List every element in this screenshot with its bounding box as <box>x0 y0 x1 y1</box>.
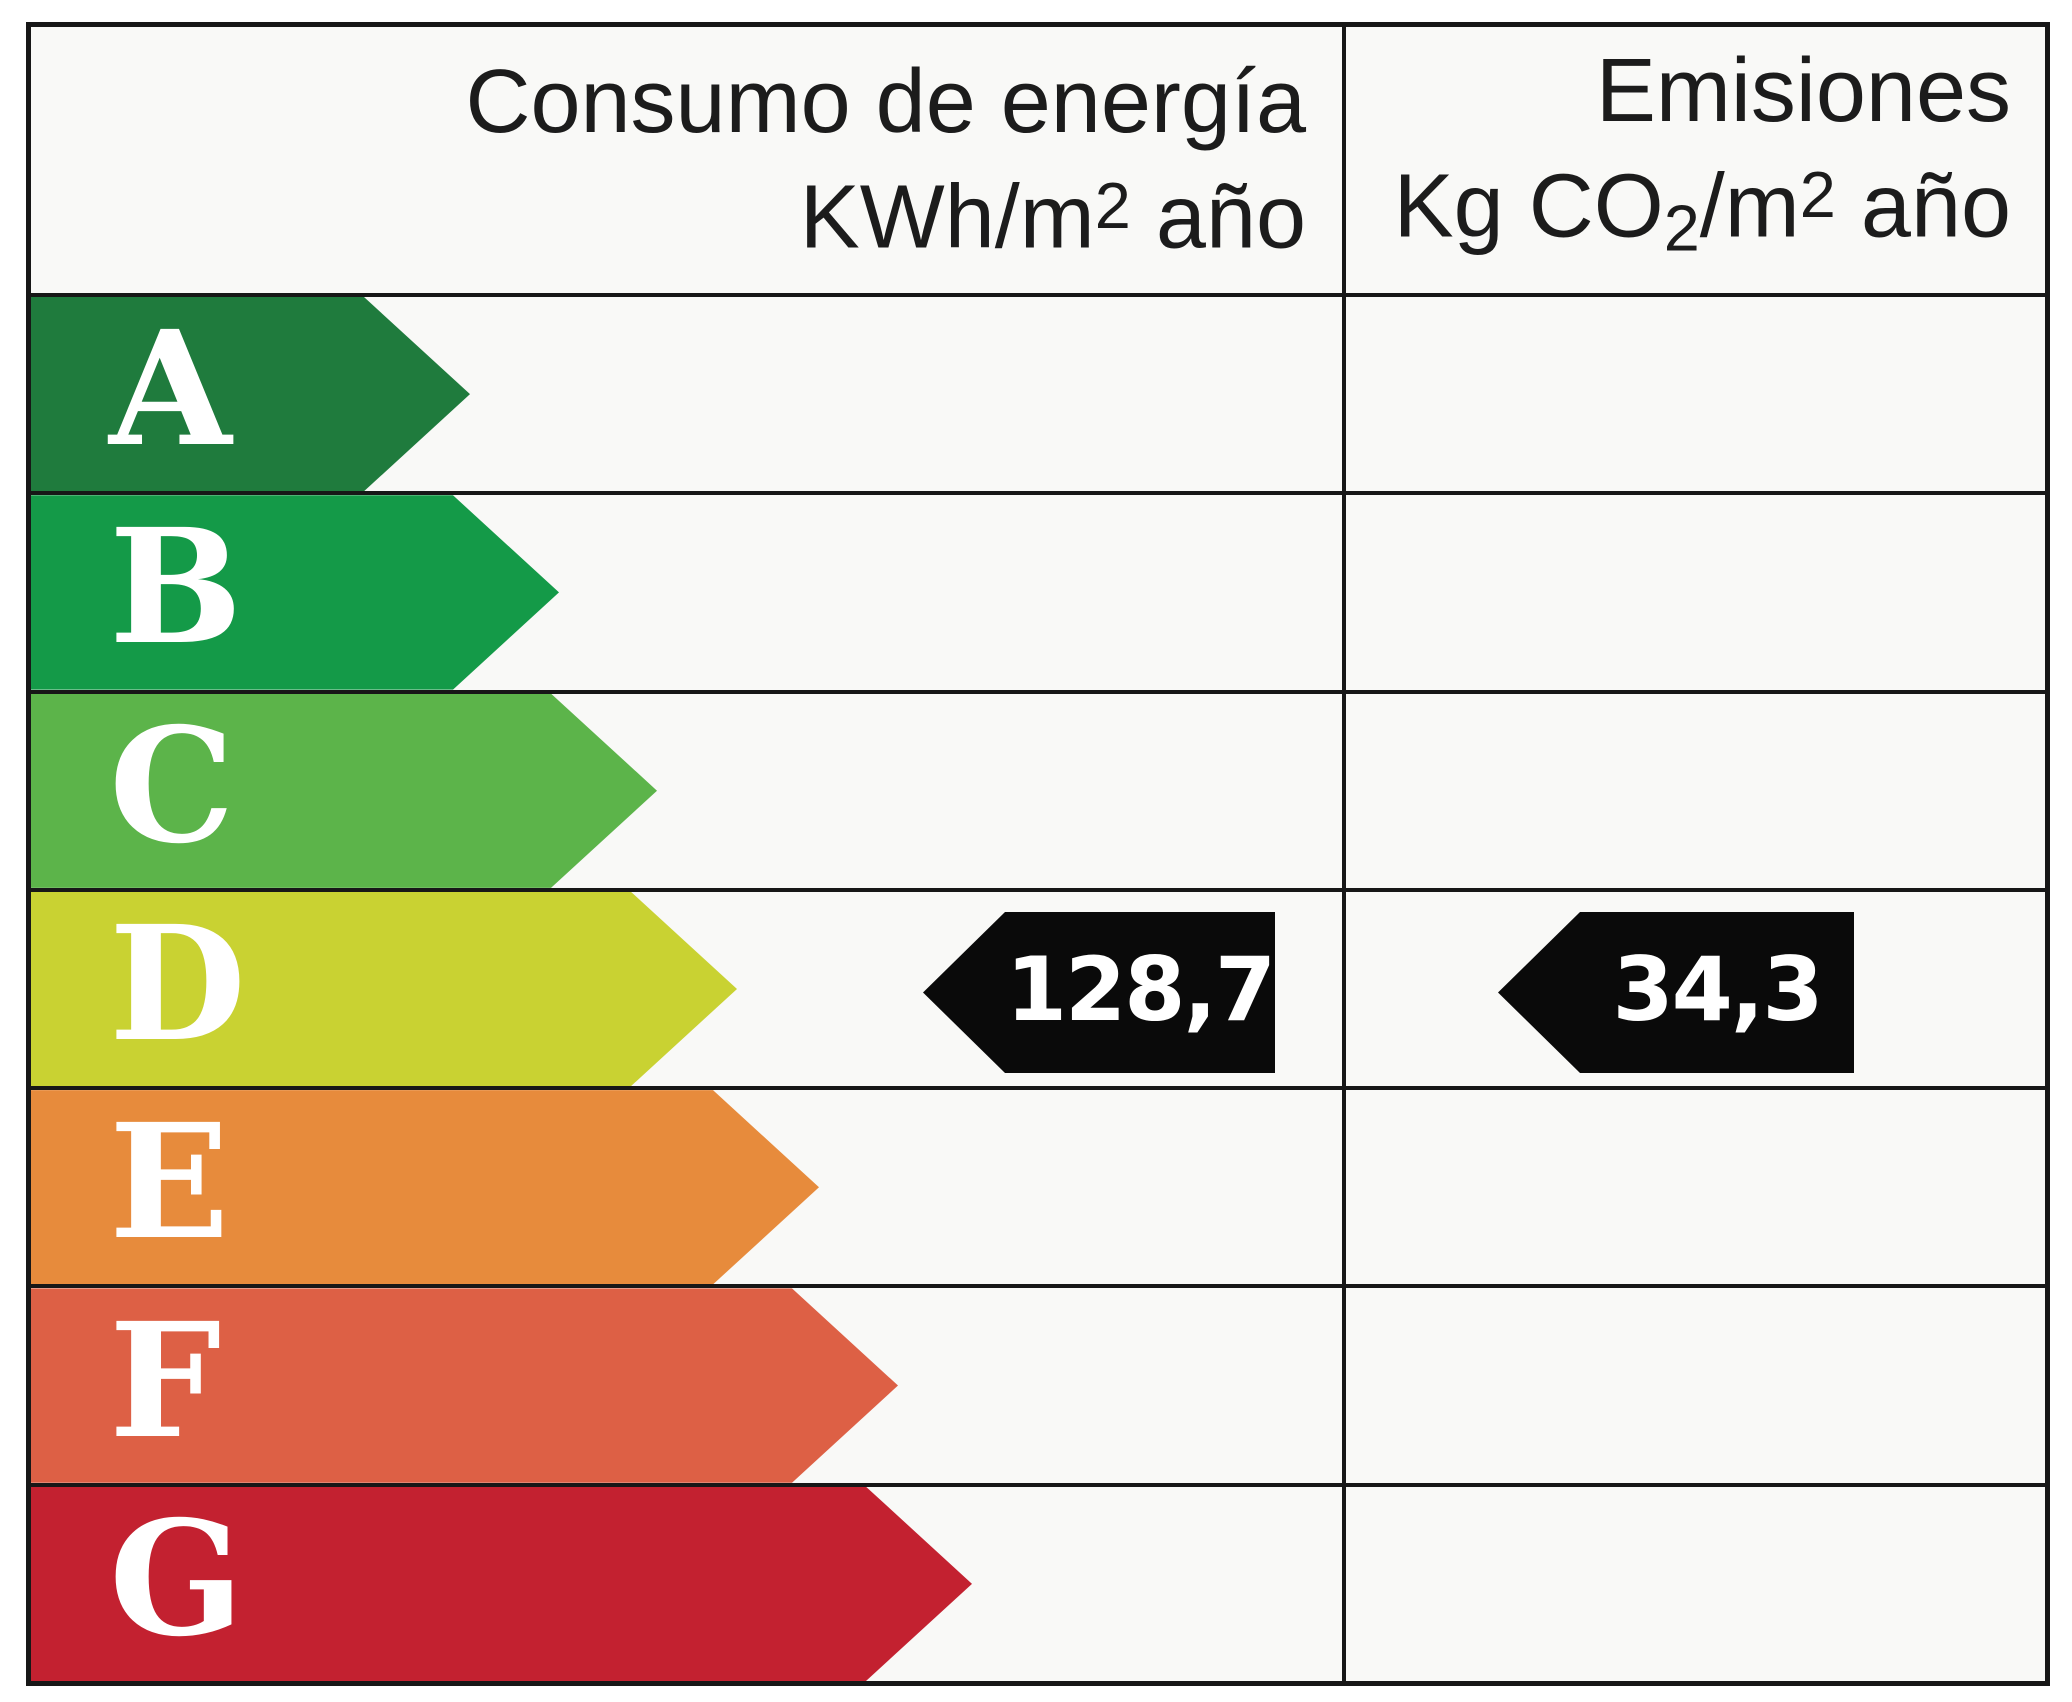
rating-row-e: E <box>31 1086 2045 1284</box>
rating-row-b: B <box>31 491 2045 689</box>
rating-arrow-a: A <box>31 297 470 491</box>
energy-header-line2: KWh/m2 año <box>799 167 1306 268</box>
certificate-table: Consumo de energía KWh/m2 año Emisiones … <box>26 22 2050 1686</box>
emissions-value: 34,3 <box>1612 937 1823 1041</box>
rating-arrow-c: C <box>31 694 657 888</box>
rating-letter-e: E <box>109 1090 230 1276</box>
rating-letter-g: G <box>109 1486 244 1672</box>
energy-value: 128,7 <box>1005 937 1275 1041</box>
emissions-column-header: Emisiones Kg CO2/m2 año <box>1342 27 2045 293</box>
superscript-2: 2 <box>1094 169 1131 243</box>
energy-column-header: Consumo de energía KWh/m2 año <box>31 27 1342 293</box>
column-divider <box>1342 27 1346 1681</box>
rating-scale: A B C D E <box>31 297 2045 1681</box>
rating-letter-d: D <box>109 891 247 1077</box>
rating-row-d: D <box>31 887 2045 1086</box>
energy-value-indicator: 128,7 <box>923 912 1275 1073</box>
emissions-header-line1: Emisiones <box>1595 41 2011 142</box>
emissions-value-indicator: 34,3 <box>1498 912 1854 1073</box>
emissions-header-line2: Kg CO2/m2 año <box>1393 156 2011 265</box>
rating-row-a: A <box>31 297 2045 491</box>
table-header: Consumo de energía KWh/m2 año Emisiones … <box>31 27 2045 297</box>
rating-row-f: F <box>31 1284 2045 1482</box>
rating-letter-c: C <box>109 693 235 879</box>
rating-arrow-g: G <box>31 1487 972 1681</box>
energy-header-line1: Consumo de energía <box>465 52 1306 153</box>
superscript-2: 2 <box>1799 158 1836 232</box>
rating-letter-a: A <box>109 297 232 483</box>
rating-row-g: G <box>31 1482 2045 1681</box>
subscript-2: 2 <box>1663 191 1700 265</box>
rating-arrow-e: E <box>31 1090 819 1284</box>
rating-arrow-b: B <box>31 495 559 689</box>
rating-arrow-f: F <box>31 1288 898 1482</box>
rating-letter-f: F <box>109 1288 222 1474</box>
rating-arrow-d: D <box>31 892 737 1086</box>
rating-row-c: C <box>31 689 2045 888</box>
rating-letter-b: B <box>109 495 243 681</box>
